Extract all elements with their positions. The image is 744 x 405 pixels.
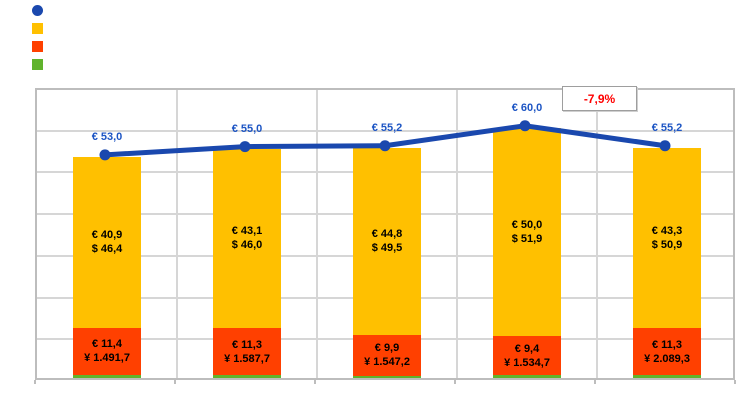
red-segment	[73, 327, 141, 376]
x-axis-tick	[34, 380, 36, 384]
x-axis-tick	[734, 380, 736, 384]
red-segment	[633, 328, 701, 376]
red-segment	[213, 328, 281, 376]
plot-area: € 11,4 ¥ 1.491,7 € 40,9 $ 46,4 € 53,0 € 11,…	[35, 88, 735, 380]
green-segment	[493, 375, 561, 378]
green-segment	[213, 375, 281, 378]
legend-item	[32, 56, 232, 73]
legend-marker-bar-2	[32, 41, 43, 52]
gridline-vertical	[176, 90, 178, 378]
bar-value-label: € 11,4 ¥ 1.491,7	[84, 338, 130, 365]
legend-marker-bar-3	[32, 59, 43, 70]
green-segment	[633, 375, 701, 378]
line-value-label: € 60,0	[511, 101, 543, 114]
bar-value-label: € 44,8 $ 49,5	[371, 228, 403, 255]
legend-marker-bar-1	[32, 23, 43, 34]
x-axis-tick	[174, 380, 176, 384]
orange-segment	[213, 148, 281, 329]
bar-value-label: € 43,3 $ 50,9	[651, 225, 683, 252]
delta-annotation-text: -7,9%	[583, 91, 616, 106]
legend-marker-line	[32, 5, 43, 16]
gridline-vertical	[596, 90, 598, 378]
legend-item	[32, 20, 232, 37]
green-segment	[353, 375, 421, 378]
green-segment	[73, 375, 141, 378]
bar-value-label: € 40,9 $ 46,4	[91, 229, 123, 256]
red-segment	[493, 336, 561, 376]
bar-value-label: € 9,4 ¥ 1.534,7	[504, 342, 550, 369]
x-axis-tick	[314, 380, 316, 384]
bar-value-label: € 11,3 ¥ 2.089,3	[644, 338, 690, 365]
orange-segment	[73, 156, 141, 328]
line-value-label: € 55,2	[371, 121, 403, 134]
bar-value-label: € 9,9 ¥ 1.547,2	[364, 342, 410, 369]
x-axis-tick	[454, 380, 456, 384]
legend-item	[32, 38, 232, 55]
red-segment	[353, 334, 421, 376]
gridline-vertical	[456, 90, 458, 378]
orange-segment	[633, 147, 701, 329]
line-value-label: € 55,0	[231, 122, 263, 135]
chart-legend	[32, 2, 232, 74]
bar-value-label: € 43,1 $ 46,0	[231, 225, 263, 252]
line-value-label: € 53,0	[91, 130, 123, 143]
line-value-label: € 55,2	[651, 121, 683, 134]
orange-segment	[493, 127, 561, 337]
bar-value-label: € 11,3 ¥ 1.587,7	[224, 338, 270, 365]
orange-segment	[353, 147, 421, 335]
gridline-vertical	[316, 90, 318, 378]
bar-value-label: € 50,0 $ 51,9	[511, 219, 543, 245]
x-axis-tick	[594, 380, 596, 384]
legend-item	[32, 2, 232, 19]
delta-annotation-box: -7,9%	[562, 86, 637, 111]
